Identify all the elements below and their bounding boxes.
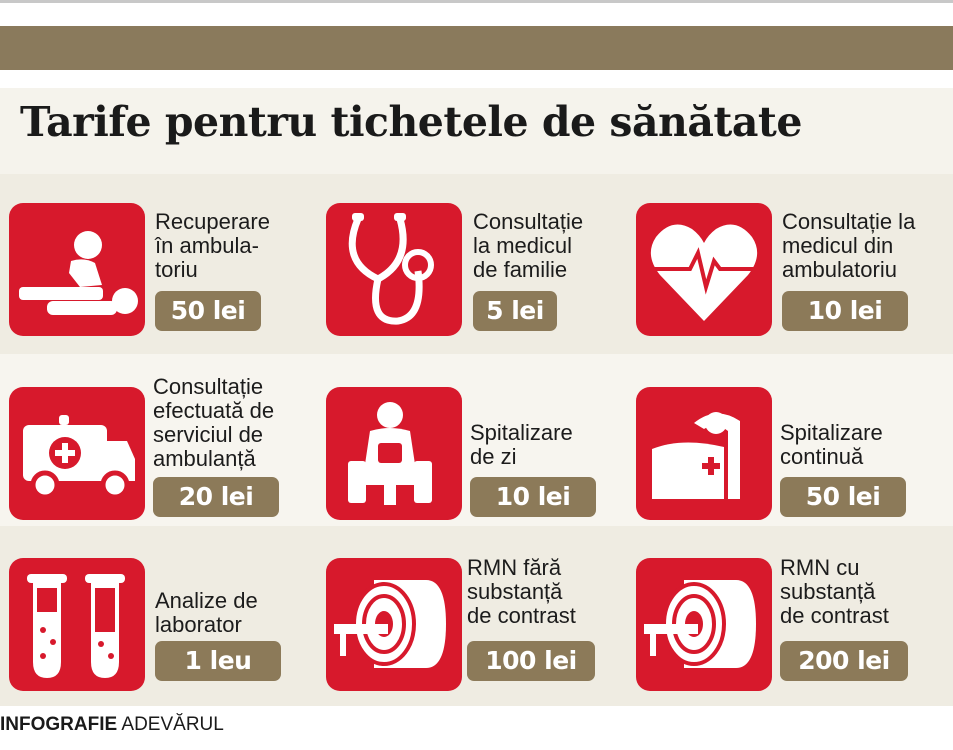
- item-label-consultatie-ambulanta: Consultație efectuată de serviciul de ambul…: [153, 374, 275, 471]
- item-label-rmn-cu: RMN cu substanță de contrast: [780, 555, 889, 628]
- ambulance-icon: [9, 387, 145, 520]
- item-label-spitalizare-zi: Spitalizare de zi: [470, 420, 573, 469]
- price-badge-recuperare: 50 lei: [155, 291, 261, 331]
- item-label-recuperare: Recuperare în ambula-toriu: [155, 209, 270, 282]
- heart-pulse-icon: [636, 203, 772, 336]
- top-rule: [0, 0, 953, 3]
- price-badge-spitalizare-continua: 50 lei: [780, 477, 906, 517]
- price-badge-rmn-fara: 100 lei: [467, 641, 595, 681]
- price-badge-consultatie-familie: 5 lei: [473, 291, 557, 331]
- item-label-rmn-fara: RMN fără substanță de contrast: [467, 555, 576, 628]
- stethoscope-icon: [326, 203, 462, 336]
- price-badge-consultatie-ambulanta: 20 lei: [153, 477, 279, 517]
- hospital-bed-icon: [636, 387, 772, 520]
- price-badge-analize: 1 leu: [155, 641, 281, 681]
- item-label-spitalizare-continua: Spitalizare continuă: [780, 420, 883, 469]
- price-badge-spitalizare-zi: 10 lei: [470, 477, 596, 517]
- item-label-consultatie-ambulatoriu: Consultație la medicul din ambulatoriu: [782, 209, 916, 282]
- patient-chair-icon: [326, 387, 462, 520]
- mri-scanner-icon: [326, 558, 462, 691]
- item-label-consultatie-familie: Consultație la medicul de familie: [473, 209, 584, 282]
- physiotherapy-icon: [9, 203, 145, 336]
- test-tubes-icon: [9, 558, 145, 691]
- credit-bold: INFOGRAFIE: [0, 714, 118, 735]
- price-badge-consultatie-ambulatoriu: 10 lei: [782, 291, 908, 331]
- title-strip: [0, 88, 953, 174]
- credit-normal: ADEVĂRUL: [121, 714, 224, 735]
- item-label-analize: Analize de laborator: [155, 588, 258, 637]
- mri-scanner-icon: [636, 558, 772, 691]
- price-badge-rmn-cu: 200 lei: [780, 641, 908, 681]
- header-band: [0, 26, 953, 70]
- infographic-title: Tarife pentru tichetele de sănătate: [20, 98, 802, 146]
- credit-line: INFOGRAFIE ADEVĂRUL: [0, 714, 224, 736]
